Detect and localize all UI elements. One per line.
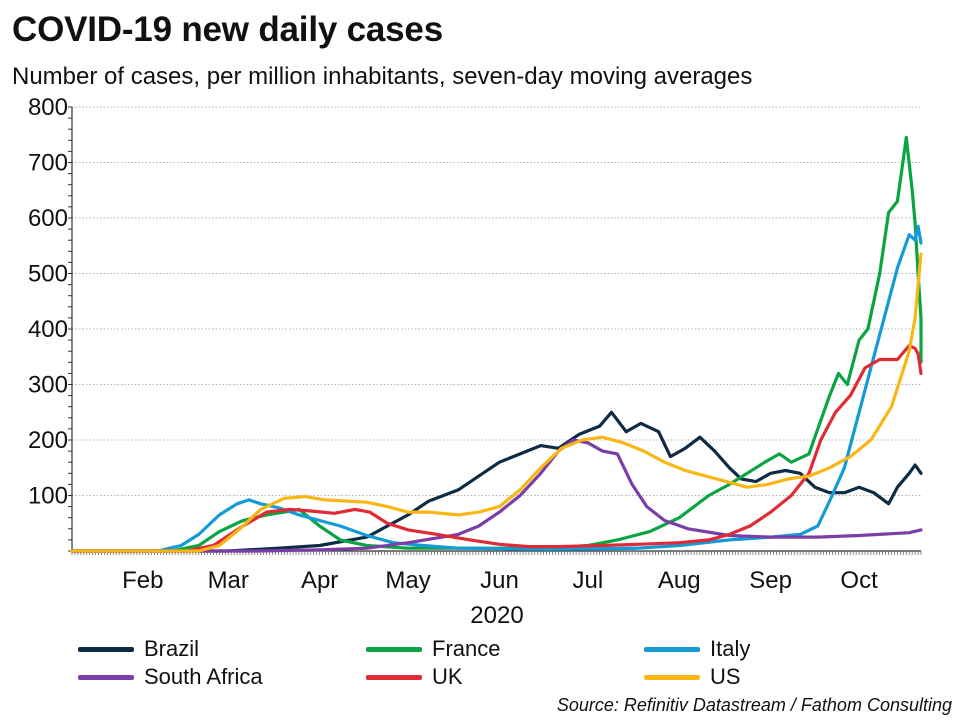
legend-label: South Africa [144,664,263,689]
series-line-brazil [70,410,923,553]
legend-label: Italy [710,636,751,661]
y-tick-label: 600 [28,205,68,232]
legend-swatch [78,674,134,680]
legend-swatch [366,674,422,680]
legend-swatch [644,674,700,680]
series-line-south-africa [70,438,923,553]
x-tick-label: Mar [208,567,249,594]
y-tick-label: 100 [28,483,68,510]
y-tick-label: 500 [28,261,68,288]
series-line-france [70,135,923,553]
series-line-uk [70,344,923,553]
axes: 100 200 300 400 500 600 700 800 Feb Mar Apr May Jun J… [28,94,922,594]
x-tick-label: May [385,567,430,594]
y-tick-label: 700 [28,150,68,177]
legend-item-south-africa: South Africa [78,664,263,690]
legend-label: UK [432,664,463,689]
y-tick-label: 800 [28,94,68,121]
legend-label: Brazil [144,636,200,661]
legend-item-france: France [366,636,500,662]
series-lines [70,135,923,553]
chart-title: COVID-19 new daily cases [12,10,443,49]
y-tick-label: 300 [28,372,68,399]
series-line-us [70,252,923,553]
y-tick-label: 200 [28,427,68,454]
x-tick-label: Sep [749,567,792,594]
x-tick-label: Jul [573,567,604,594]
legend-item-brazil: Brazil [78,636,199,662]
x-axis-label: 2020 [470,602,523,629]
x-tick-label: Jun [480,567,519,594]
legend-label: US [710,664,741,689]
x-tick-label: Oct [840,567,878,594]
legend-swatch [78,646,134,652]
legend-label: France [432,636,501,661]
series-line-italy [70,224,923,553]
legend-item-uk: UK [366,664,463,690]
source-note: Source: Refinitiv Datastream / Fathom Co… [556,695,952,715]
legend: Brazil France Italy South Africa UK US [78,636,778,692]
x-tick-label: Apr [301,567,338,594]
legend-item-italy: Italy [644,636,750,662]
grid-lines [72,106,921,496]
x-tick-label: Aug [658,567,701,594]
chart-subtitle: Number of cases, per million inhabitants… [12,63,753,90]
y-tick-label: 400 [28,316,68,343]
legend-item-us: US [644,664,741,690]
x-tick-label: Feb [122,567,163,594]
legend-swatch [644,646,700,652]
legend-swatch [366,646,422,652]
